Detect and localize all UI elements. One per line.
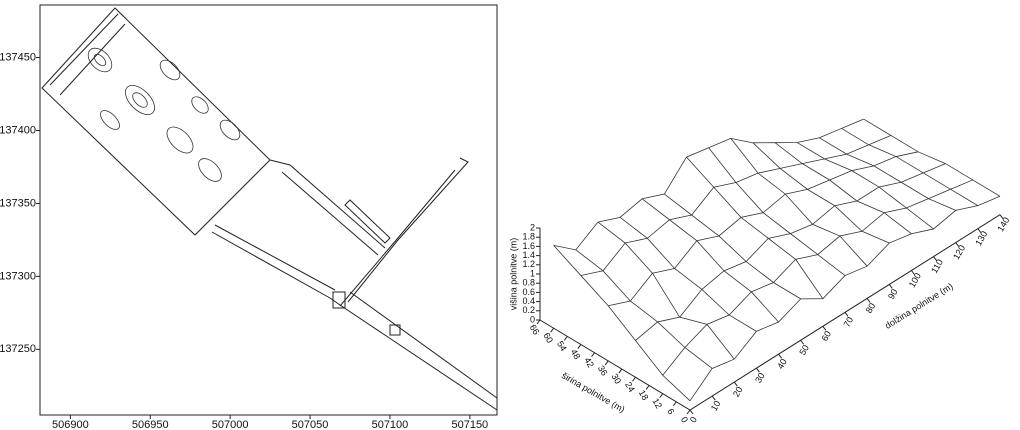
y-tick-label: 137400 bbox=[0, 124, 36, 136]
x-tick-label: 90 bbox=[886, 287, 900, 301]
x-tick-label: 507000 bbox=[212, 419, 249, 430]
x-tick-label: 507150 bbox=[451, 419, 488, 430]
surface-column bbox=[664, 194, 800, 299]
x-tick bbox=[690, 410, 693, 414]
structure bbox=[345, 200, 390, 243]
surface-column bbox=[797, 143, 933, 229]
y-tick bbox=[687, 410, 690, 414]
z-tick-label: 0 bbox=[530, 314, 535, 324]
z-axis-title: višina polnitve (m) bbox=[508, 238, 518, 311]
channel bbox=[330, 292, 497, 410]
surface-row bbox=[690, 196, 1000, 400]
surface-column bbox=[598, 222, 734, 359]
x-tick-label: 507100 bbox=[372, 419, 409, 430]
z-tick-label: 1.6 bbox=[522, 241, 535, 251]
z-tick-label: 0.4 bbox=[522, 296, 535, 306]
y-tick-label: 0 bbox=[679, 415, 690, 424]
y-tick-label: 24 bbox=[623, 380, 637, 394]
survey-area bbox=[42, 8, 270, 235]
y-tick bbox=[673, 402, 676, 406]
channel bbox=[270, 160, 385, 255]
y-tick-label: 66 bbox=[528, 323, 542, 337]
y-tick-label: 42 bbox=[582, 356, 596, 370]
x-tick-label: 120 bbox=[951, 243, 967, 261]
surface-row bbox=[554, 119, 864, 250]
survey-edge bbox=[50, 14, 125, 95]
surface-column bbox=[731, 138, 867, 266]
z-tick-label: 1.4 bbox=[522, 250, 535, 260]
x-tick-label: 60 bbox=[819, 329, 833, 343]
x-tick-label: 20 bbox=[731, 385, 745, 399]
surface-row bbox=[663, 180, 973, 375]
figure: 5069005069505070005070505071005071501372… bbox=[0, 0, 1020, 430]
surface-column bbox=[775, 143, 911, 234]
x-axis-title: dolžina polnitve (m) bbox=[883, 281, 954, 331]
x-tick-label: 80 bbox=[864, 301, 878, 315]
x-tick-label: 506950 bbox=[132, 419, 169, 430]
y-tick-label: 54 bbox=[555, 339, 569, 353]
y-tick-label: 30 bbox=[610, 372, 624, 386]
y-tick-label: 18 bbox=[637, 388, 651, 402]
y-tick-label: 137250 bbox=[0, 343, 36, 355]
y-tick-label: 6 bbox=[665, 407, 676, 416]
y-tick-label: 60 bbox=[541, 331, 555, 345]
surface-column bbox=[576, 250, 712, 369]
x-tick-label: 140 bbox=[995, 215, 1011, 233]
surface-row bbox=[581, 135, 891, 275]
x-tick-label: 506900 bbox=[52, 419, 89, 430]
z-tick-label: 1 bbox=[530, 268, 535, 278]
y-tick-label: 48 bbox=[569, 347, 583, 361]
x-tick-label: 40 bbox=[775, 357, 789, 371]
surface-row bbox=[608, 152, 918, 306]
surface-column bbox=[864, 119, 1000, 196]
y-tick-label: 137350 bbox=[0, 197, 36, 209]
z-tick-label: 0.2 bbox=[522, 305, 535, 315]
z-tick-label: 1.8 bbox=[522, 232, 535, 242]
surface-column bbox=[642, 199, 778, 322]
pipe bbox=[340, 158, 468, 306]
x-tick-label: 70 bbox=[842, 315, 856, 329]
x-tick-label: 130 bbox=[973, 229, 989, 247]
y-tick-label: 137450 bbox=[0, 51, 36, 63]
x-tick-label: 100 bbox=[907, 271, 923, 289]
x-tick-label: 110 bbox=[929, 258, 945, 275]
surface-column bbox=[686, 157, 822, 299]
z-tick-label: 1.2 bbox=[522, 259, 535, 269]
surface-column bbox=[819, 138, 955, 211]
x-tick-label: 507050 bbox=[292, 419, 329, 430]
map-frame bbox=[40, 5, 497, 415]
surface-column bbox=[841, 128, 977, 205]
x-tick-label: 50 bbox=[797, 343, 811, 357]
surface-column bbox=[709, 148, 845, 276]
y-tick-label: 36 bbox=[596, 364, 610, 378]
structure bbox=[333, 292, 400, 335]
map-features bbox=[42, 8, 497, 410]
x-tick-label: 10 bbox=[709, 399, 723, 413]
y-tick-label: 12 bbox=[650, 396, 664, 410]
x-tick-label: 30 bbox=[753, 371, 767, 385]
y-tick-label: 137300 bbox=[0, 270, 36, 282]
z-tick-label: 0.6 bbox=[522, 287, 535, 297]
z-tick-label: 0.8 bbox=[522, 278, 535, 288]
channel bbox=[212, 225, 335, 298]
z-tick-label: 2 bbox=[530, 222, 535, 232]
